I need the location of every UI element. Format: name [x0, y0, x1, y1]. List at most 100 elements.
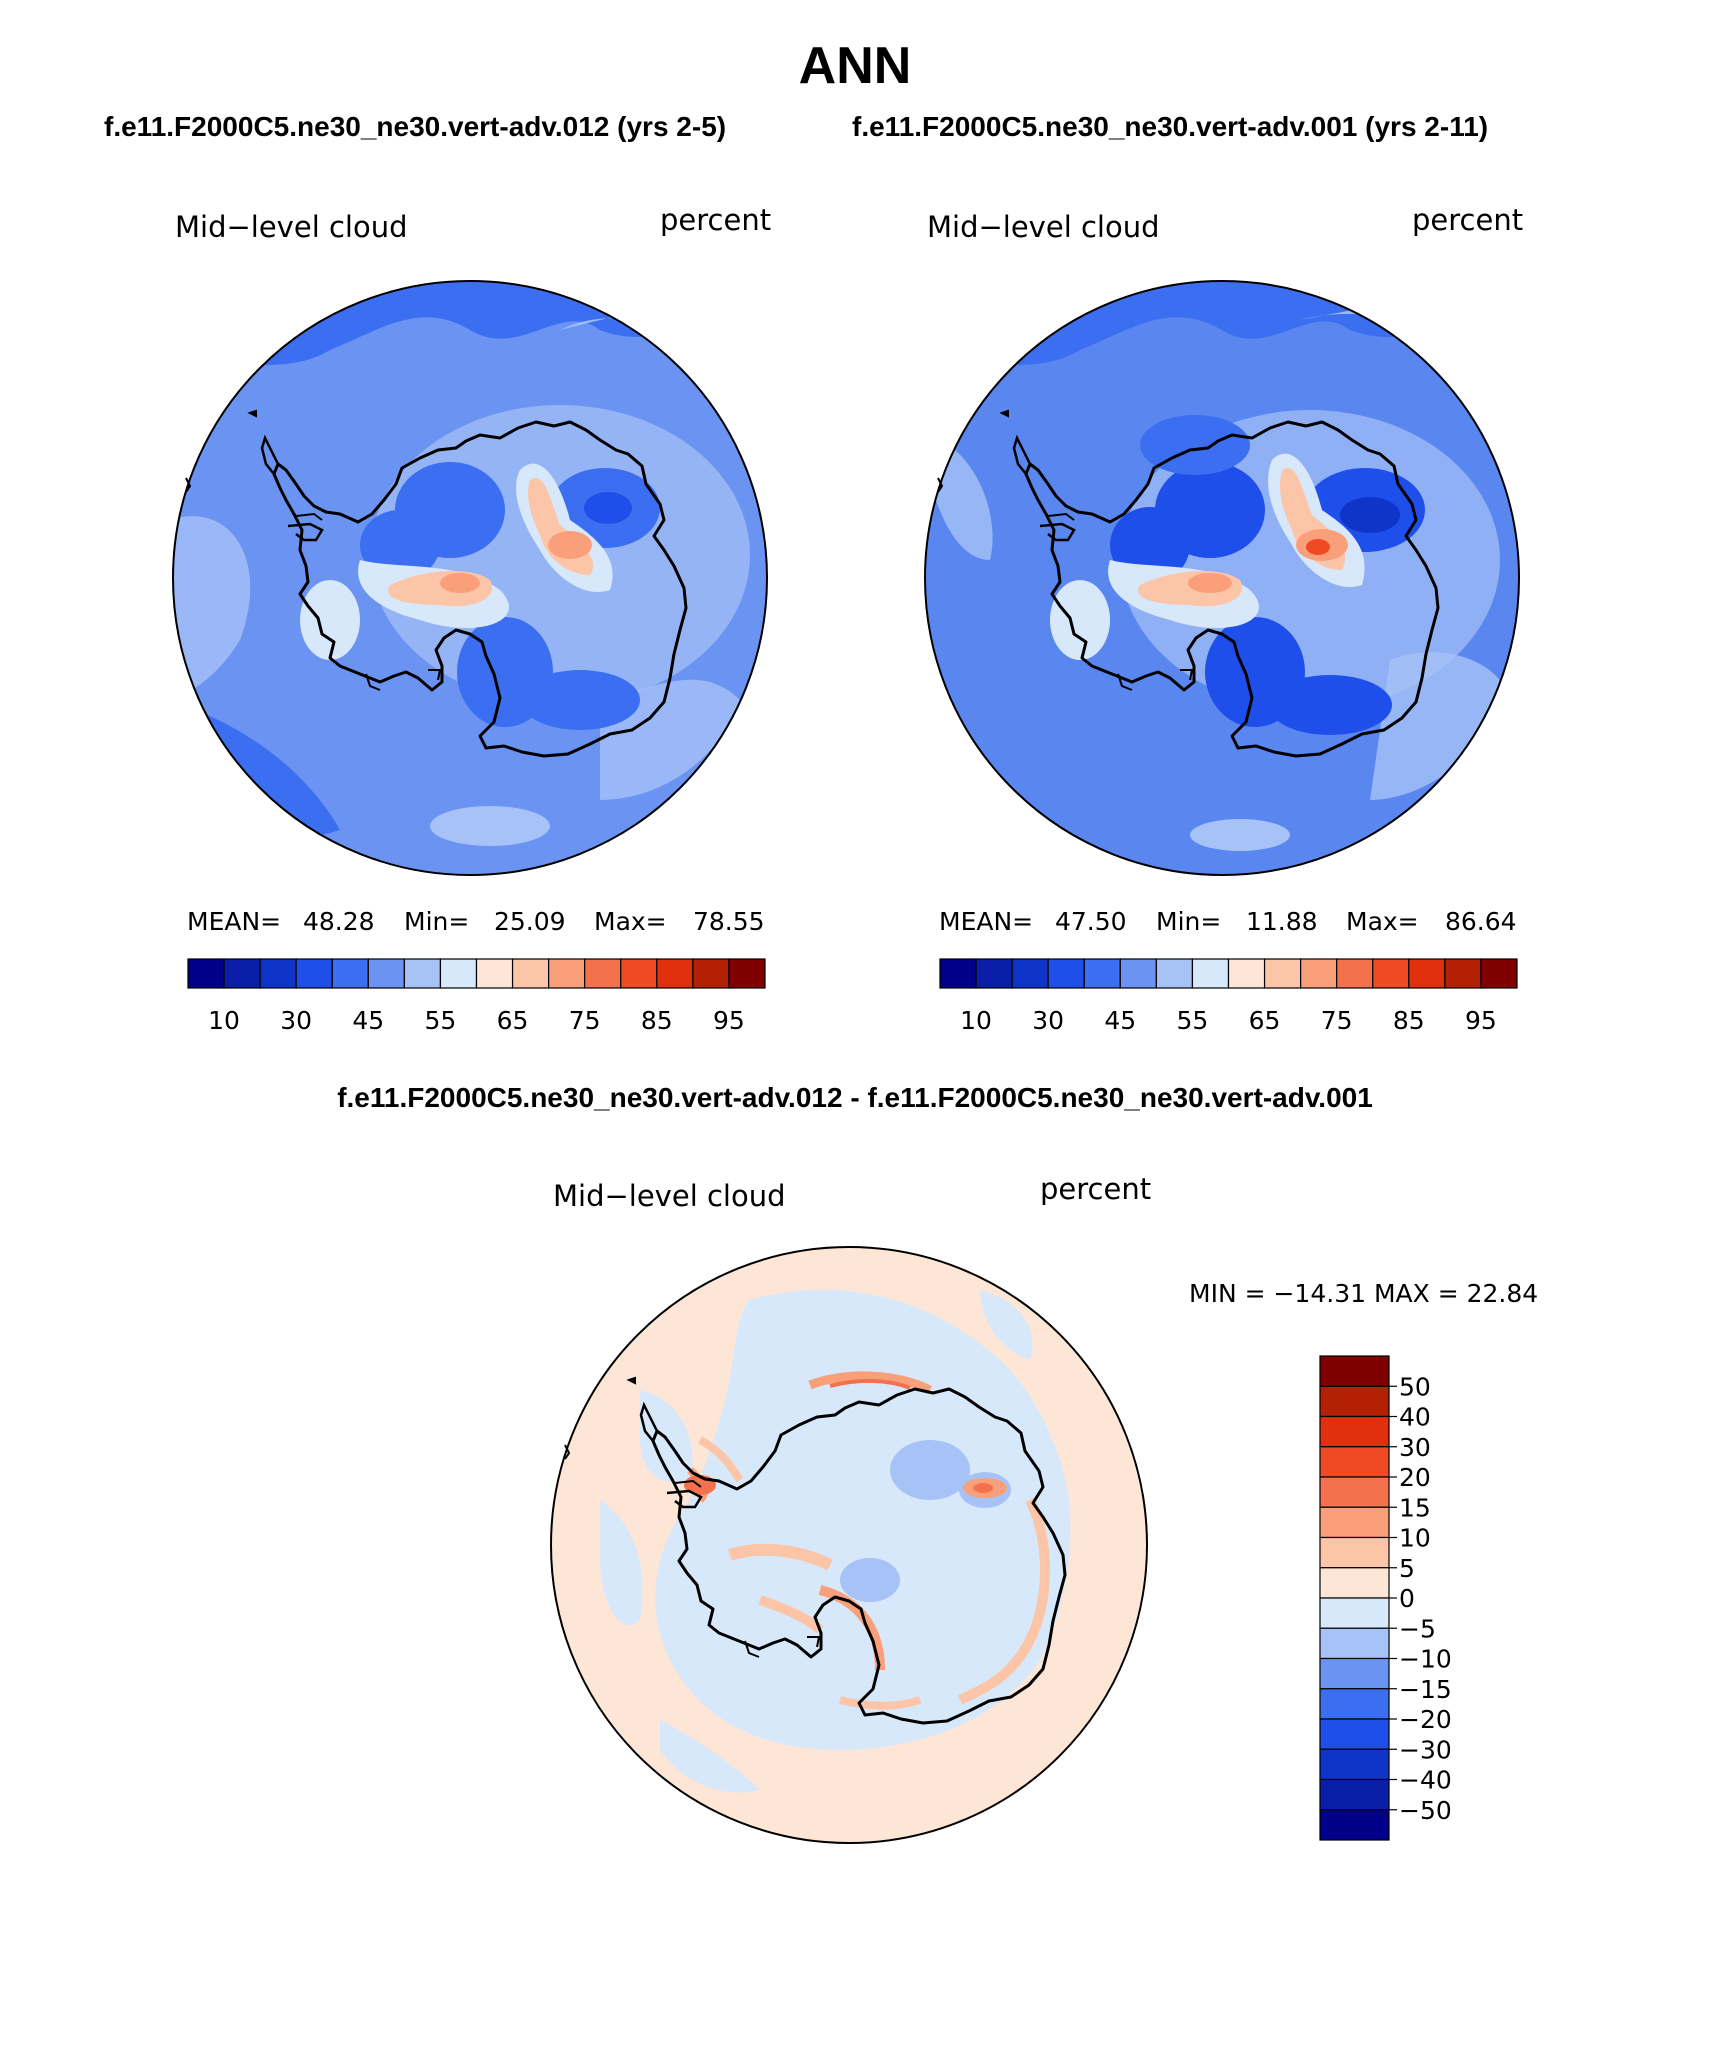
left-min-value: 25.09 [494, 907, 566, 936]
right-colorbar-tick-label: 10 [960, 1006, 992, 1035]
left-colorbar-swatch [656, 958, 694, 989]
right-colorbar-tick-label: 75 [1321, 1006, 1353, 1035]
difference-colorbar-swatch [1319, 1657, 1390, 1690]
left-units-label: percent [660, 203, 771, 237]
right-colorbar-tick-label: 55 [1177, 1006, 1209, 1035]
right-mean-label: MEAN= [939, 907, 1033, 936]
difference-colorbar-tick-label: −20 [1399, 1705, 1452, 1734]
right-colorbar-swatch [1408, 958, 1446, 989]
left-colorbar-swatch [548, 958, 586, 989]
right-colorbar-swatch [1191, 958, 1230, 989]
difference-colorbar-swatch [1319, 1688, 1390, 1720]
right-colorbar-swatch [1083, 958, 1121, 989]
left-colorbar-swatch [187, 958, 225, 989]
right-variable-label: Mid−level cloud [927, 210, 1160, 244]
right-colorbar-tick-label: 45 [1104, 1006, 1136, 1035]
right-colorbar-swatch [1155, 958, 1194, 989]
difference-colorbar-tick-label: 50 [1399, 1372, 1431, 1401]
right-colorbar-swatch [1227, 958, 1266, 989]
right-colorbar-swatch [1480, 958, 1518, 989]
left-colorbar-swatch [331, 958, 369, 989]
difference-colorbar-swatch [1319, 1778, 1390, 1811]
left-colorbar-tick-label: 95 [713, 1006, 745, 1035]
left-max-value: 78.55 [693, 907, 765, 936]
left-colorbar-swatch [259, 958, 297, 989]
left-mean-value: 48.28 [303, 907, 375, 936]
right-colorbar-swatch [939, 958, 977, 989]
diff-units-label: percent [1040, 1172, 1151, 1206]
difference-colorbar-tick-label: −10 [1399, 1645, 1452, 1674]
left-colorbar-swatch [475, 958, 514, 989]
right-colorbar-swatch [1444, 958, 1482, 989]
left-colorbar-tick-label: 65 [497, 1006, 529, 1035]
right-min-value: 11.88 [1246, 907, 1318, 936]
right-mean-value: 47.50 [1055, 907, 1127, 936]
left-colorbar-tick-label: 55 [425, 1006, 457, 1035]
difference-colorbar-tick-label: 5 [1399, 1554, 1415, 1583]
right-colorbar-tick-label: 30 [1032, 1006, 1064, 1035]
right-colorbar-swatch [1011, 958, 1049, 989]
left-colorbar-swatch [728, 958, 766, 989]
left-subtitle: f.e11.F2000C5.ne30_ne30.vert-adv.012 (yr… [104, 111, 726, 142]
difference-colorbar-swatch [1319, 1597, 1390, 1629]
difference-colorbar-tick-label: −30 [1399, 1735, 1452, 1764]
left-colorbar-swatch [584, 958, 622, 989]
difference-colorbar-tick-label: 20 [1399, 1463, 1431, 1492]
right-colorbar-swatch [975, 958, 1013, 989]
left-colorbar-swatch [367, 958, 405, 989]
difference-colorbar-swatch [1319, 1627, 1390, 1660]
difference-colorbar-swatch [1319, 1446, 1390, 1478]
right-max-label: Max= [1346, 907, 1419, 936]
difference-colorbar-swatch [1319, 1536, 1390, 1569]
right-colorbar-swatch [1119, 958, 1157, 989]
difference-colorbar-tick-label: −50 [1399, 1796, 1452, 1825]
right-colorbar-swatch [1372, 958, 1410, 989]
left-colorbar: 10 30 45 55 65 75 85 95 [187, 958, 766, 1035]
right-colorbar-swatch [1300, 958, 1338, 989]
right-min-label: Min= [1156, 907, 1221, 936]
left-colorbar-swatch [439, 958, 478, 989]
difference-colorbar-tick-label: 30 [1399, 1433, 1431, 1462]
difference-colorbar-swatch [1319, 1355, 1390, 1387]
difference-title: f.e11.F2000C5.ne30_ne30.vert-adv.012 - f… [337, 1082, 1373, 1113]
difference-colorbar-tick-label: −40 [1399, 1766, 1452, 1795]
difference-colorbar-swatch [1319, 1506, 1390, 1539]
difference-colorbar-swatch [1319, 1748, 1390, 1781]
right-colorbar-swatch [1336, 958, 1374, 989]
left-colorbar-swatch [295, 958, 333, 989]
right-colorbar-tick-label: 65 [1249, 1006, 1281, 1035]
difference-colorbar-tick-label: 0 [1399, 1584, 1415, 1613]
difference-map [550, 1246, 1148, 1844]
difference-colorbar-swatch [1319, 1385, 1390, 1418]
diff-variable-label: Mid−level cloud [553, 1179, 786, 1213]
left-colorbar-tick-label: 75 [569, 1006, 601, 1035]
left-variable-label: Mid−level cloud [175, 210, 408, 244]
left-colorbar-tick-label: 85 [641, 1006, 673, 1035]
difference-colorbar-tick-label: 40 [1399, 1403, 1431, 1432]
difference-colorbar-swatch [1319, 1567, 1390, 1599]
figure-title: ANN [799, 37, 912, 95]
left-map [172, 280, 768, 876]
left-max-label: Max= [594, 907, 667, 936]
left-colorbar-tick-label: 30 [280, 1006, 312, 1035]
difference-map-contours [600, 1290, 1071, 1793]
right-colorbar: 10 30 45 55 65 75 85 95 [939, 958, 1518, 1035]
right-colorbar-tick-label: 85 [1393, 1006, 1425, 1035]
difference-colorbar-swatch [1319, 1476, 1390, 1508]
right-colorbar-swatch [1047, 958, 1085, 989]
difference-colorbar-swatch [1319, 1718, 1390, 1750]
right-colorbar-swatch [1263, 958, 1302, 989]
left-colorbar-swatch [620, 958, 658, 989]
right-subtitle: f.e11.F2000C5.ne30_ne30.vert-adv.001 (yr… [852, 111, 1488, 142]
right-units-label: percent [1412, 203, 1523, 237]
left-mean-label: MEAN= [187, 907, 281, 936]
difference-colorbar-tick-label: 15 [1399, 1493, 1431, 1522]
left-colorbar-tick-label: 10 [208, 1006, 240, 1035]
left-colorbar-swatch [223, 958, 261, 989]
difference-colorbar-swatch [1319, 1415, 1390, 1448]
right-colorbar-tick-label: 95 [1465, 1006, 1497, 1035]
diff-minmax-label: MIN = −14.31 MAX = 22.84 [1189, 1279, 1538, 1308]
left-colorbar-swatch [692, 958, 730, 989]
